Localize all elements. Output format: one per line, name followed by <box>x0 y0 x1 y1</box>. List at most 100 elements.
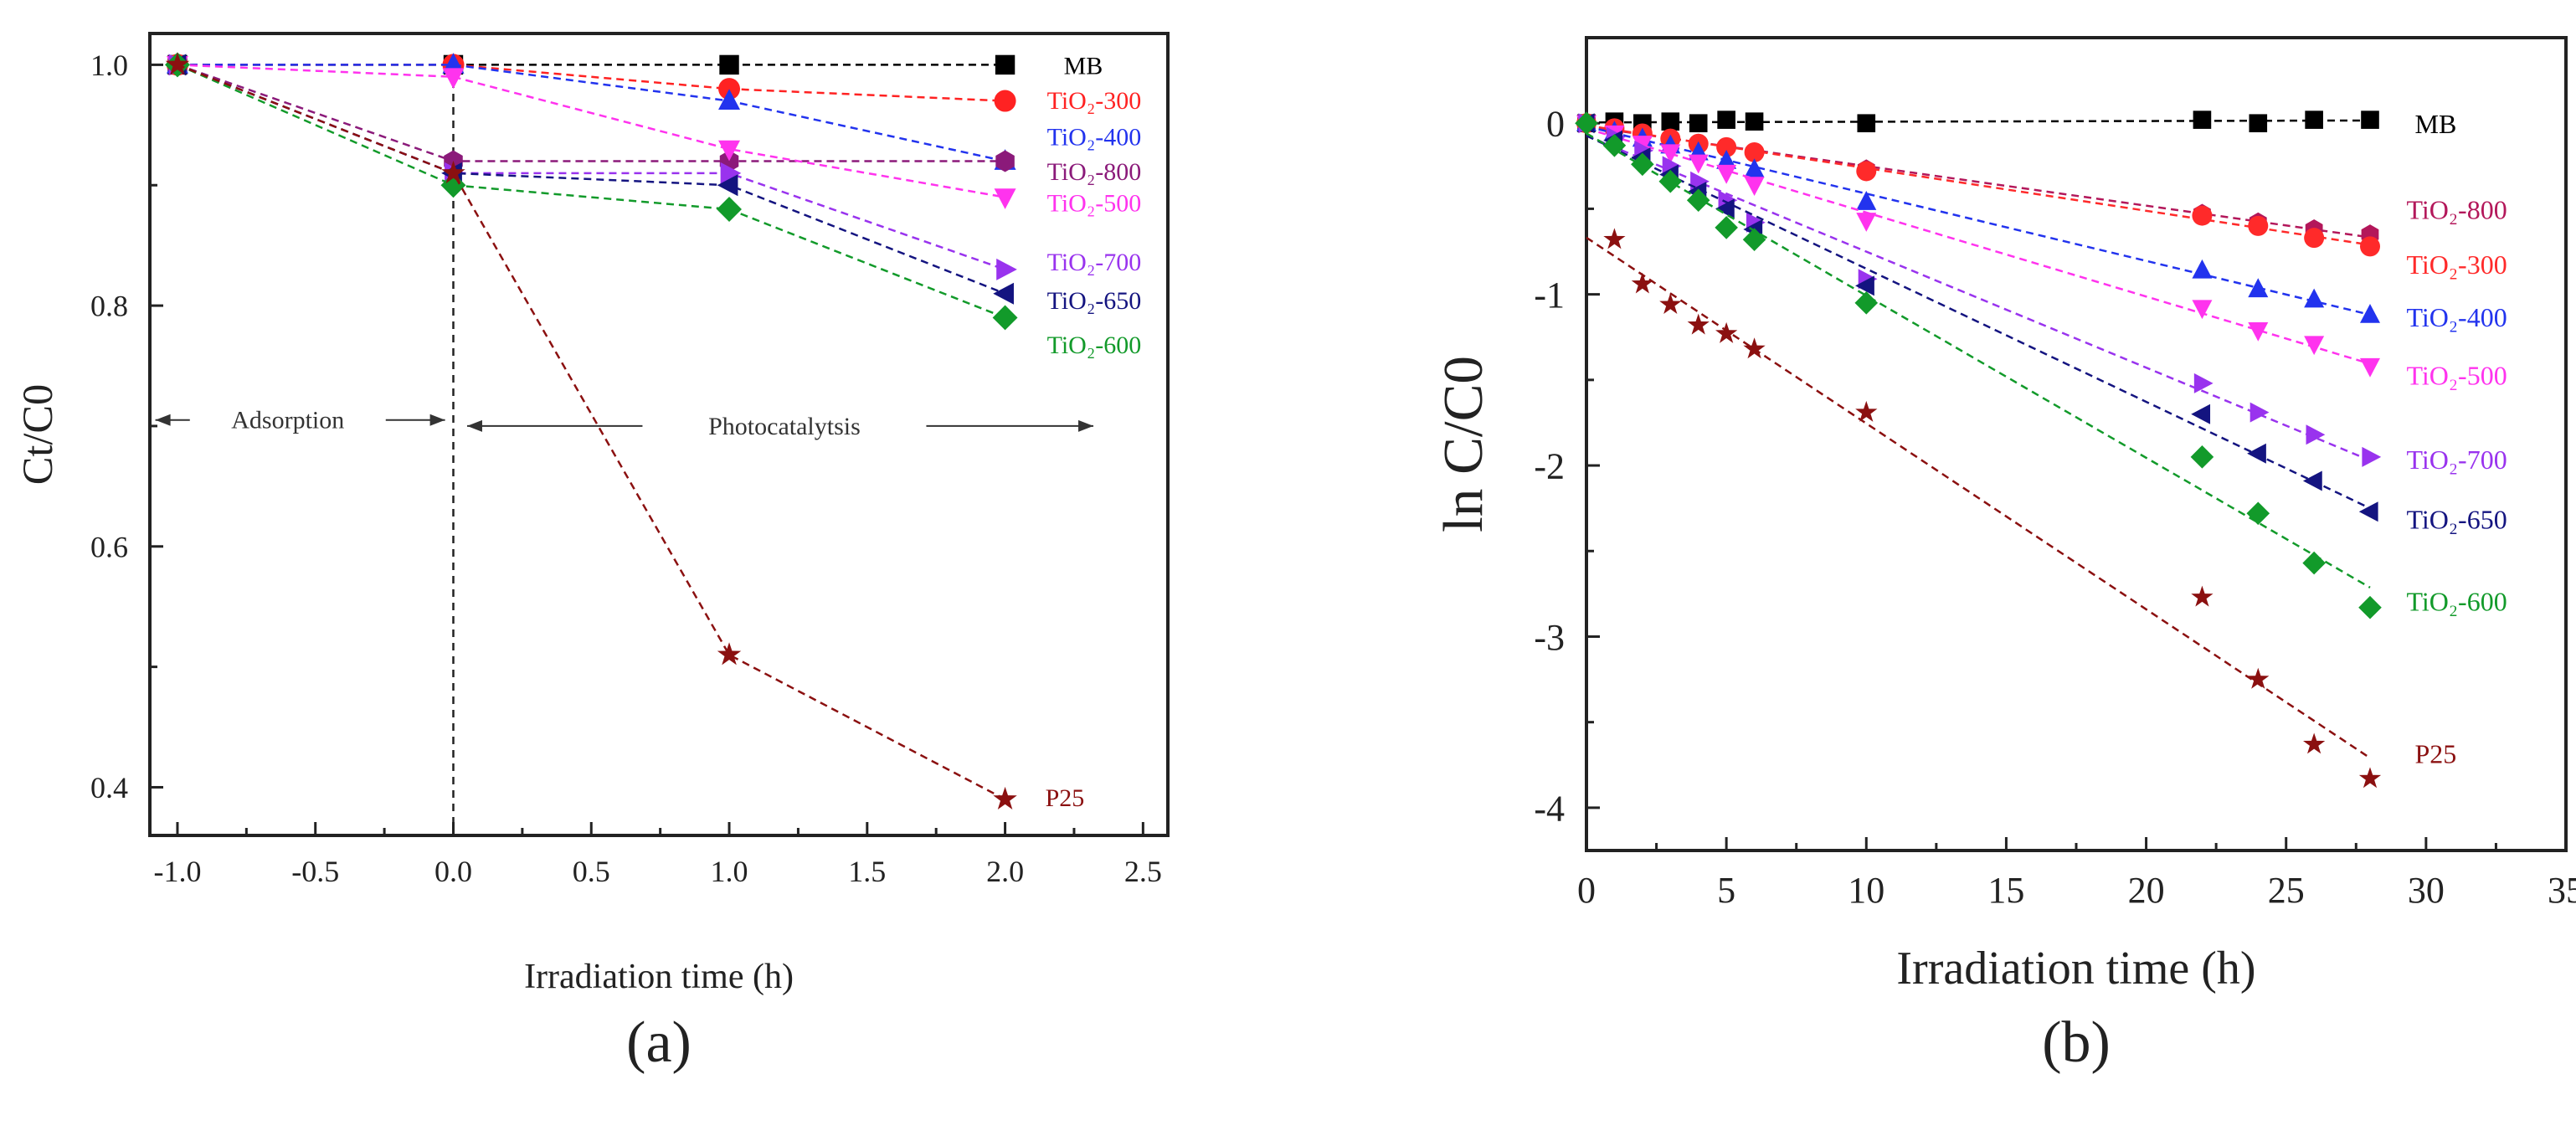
data-point <box>995 54 1015 75</box>
plot-frame <box>148 32 1170 837</box>
y-tick-label: -1 <box>1534 275 1565 316</box>
series-label: TiO₂-800 <box>1047 158 1142 186</box>
data-point <box>2192 259 2213 279</box>
fit-line <box>1586 134 2371 510</box>
data-point <box>2248 215 2269 236</box>
x-tick-label: 35 <box>2548 870 2576 911</box>
data-point <box>1856 213 1877 232</box>
y-tick-label: 0.4 <box>90 771 128 804</box>
data-point <box>1661 112 1680 131</box>
data-point <box>1660 144 1681 164</box>
data-point <box>2362 446 2382 467</box>
data-point <box>1745 112 1764 131</box>
series-line <box>177 64 1005 271</box>
series-label: TiO₂-700 <box>1047 249 1142 276</box>
data-point <box>1687 313 1710 335</box>
arrow-head-icon <box>429 414 445 426</box>
data-point <box>1856 191 1877 210</box>
data-point <box>1631 272 1653 294</box>
data-point <box>1631 152 1654 177</box>
series-label: P25 <box>1046 784 1085 812</box>
data-point <box>1716 149 1737 169</box>
data-point <box>1857 114 1876 133</box>
data-point <box>2302 551 2326 575</box>
series-line <box>177 64 1005 162</box>
data-point <box>717 642 742 666</box>
annotation-text: Photocatalytsis <box>708 413 861 440</box>
data-point <box>2305 110 2323 129</box>
series-label: TiO₂-300 <box>2406 249 2507 280</box>
data-point <box>1744 141 1765 162</box>
annotation-text: Adsorption <box>231 407 344 434</box>
data-point <box>2247 667 2270 689</box>
arrow-head-icon <box>466 419 482 432</box>
data-point <box>1658 169 1683 193</box>
data-point <box>719 54 739 75</box>
fit-line <box>1586 125 2371 316</box>
series-MB: MB <box>1577 109 2456 139</box>
series-TiO2-700: TiO₂-700 <box>168 54 1142 280</box>
series-TiO2-650: TiO₂-650 <box>165 54 1141 315</box>
y-tick-label: 0.6 <box>90 530 128 563</box>
data-point <box>1855 400 1878 422</box>
data-point <box>994 90 1016 112</box>
series-TiO2-500: TiO₂-500 <box>166 55 1142 217</box>
data-point <box>2250 402 2270 423</box>
data-point <box>1575 111 1598 136</box>
data-point <box>2303 732 2326 754</box>
fit-line <box>1586 132 2371 588</box>
data-point <box>992 305 1018 331</box>
series-TiO2-600: TiO₂-600 <box>1575 111 2507 619</box>
data-point <box>717 197 742 222</box>
data-point <box>1689 114 1708 133</box>
data-point <box>2302 470 2322 491</box>
data-point <box>2304 228 2325 249</box>
data-point <box>2191 585 2214 607</box>
data-point <box>996 258 1017 280</box>
data-point <box>717 174 738 197</box>
data-point <box>2192 300 2213 320</box>
data-point <box>2360 236 2380 257</box>
x-tick-label: -0.5 <box>291 855 339 888</box>
x-tick-label: 25 <box>2268 870 2305 911</box>
x-axis-label: Irradiation time (h) <box>524 958 794 996</box>
x-tick-label: 2.0 <box>986 855 1024 888</box>
data-point <box>993 786 1017 809</box>
series-TiO2-800: TiO₂-800 <box>1577 113 2507 245</box>
data-point <box>1855 275 1874 296</box>
series-MB: MB <box>167 52 1103 80</box>
data-point <box>718 140 741 162</box>
x-tick-label: 0.5 <box>573 855 610 888</box>
panel-label: (a) <box>626 1010 692 1075</box>
x-axis-label: Irradiation time (h) <box>1896 943 2255 994</box>
data-point <box>1743 337 1766 359</box>
x-tick-label: 2.5 <box>1124 855 1162 888</box>
data-point <box>2249 114 2268 133</box>
data-point <box>2360 303 2380 323</box>
data-point <box>2192 205 2213 226</box>
data-point <box>995 150 1015 172</box>
fit-line <box>1586 127 2371 365</box>
data-point <box>1715 216 1738 239</box>
data-point <box>2193 110 2212 129</box>
data-point <box>2248 278 2269 298</box>
data-point <box>2361 110 2379 129</box>
series-label: TiO₂-650 <box>2406 504 2507 534</box>
series-label: MB <box>2414 109 2456 139</box>
data-point <box>2306 424 2326 445</box>
x-tick-label: 1.0 <box>711 855 748 888</box>
y-tick-label: -4 <box>1534 788 1565 829</box>
series-label: TiO₂-500 <box>1047 189 1142 217</box>
data-point <box>1716 136 1737 157</box>
data-point <box>2360 357 2380 378</box>
series-line <box>177 64 1006 800</box>
fit-line <box>1586 119 2371 124</box>
series-label: TiO₂-400 <box>2406 302 2507 332</box>
data-point <box>1688 154 1709 174</box>
series-label: TiO₂-600 <box>1047 331 1142 359</box>
data-point <box>2358 595 2382 619</box>
x-tick-label: 5 <box>1717 870 1735 911</box>
arrow-head-icon <box>1078 419 1094 432</box>
data-point <box>994 188 1016 209</box>
data-point <box>1854 291 1879 315</box>
